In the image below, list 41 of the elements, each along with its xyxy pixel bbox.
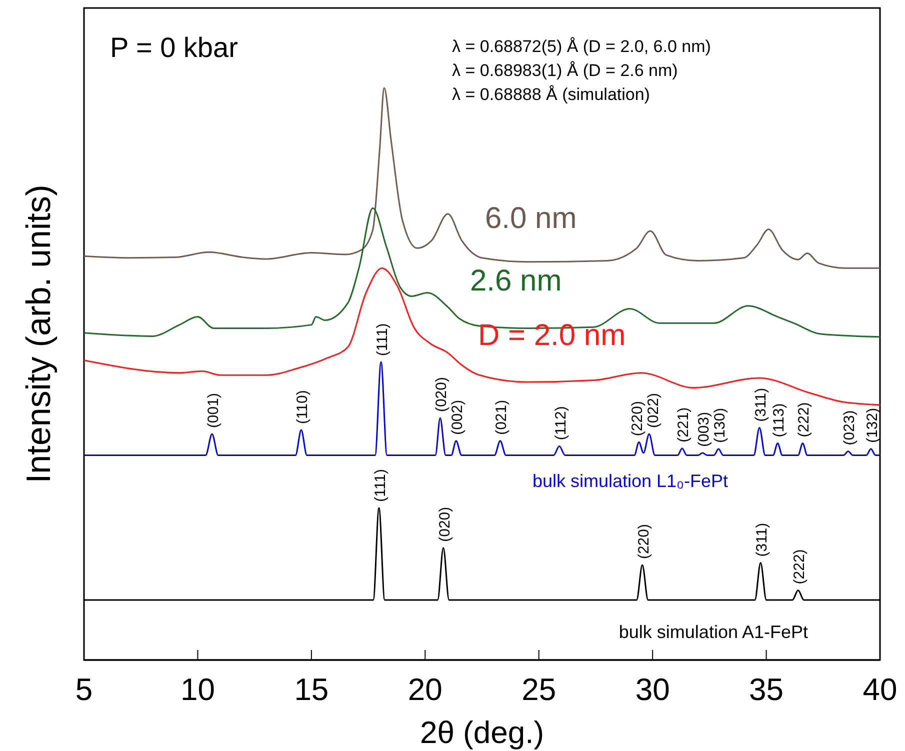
y-axis-title: Intensity (arb. units) [20, 184, 58, 484]
annotation: λ = 0.68888 Å (simulation) [452, 85, 650, 104]
text: P = 0 kbar [110, 32, 238, 63]
annotation: (221) [675, 407, 692, 442]
annotation: (220) [629, 401, 646, 436]
text: λ = 0.68983(1) Å (D = 2.6 nm) [452, 61, 678, 80]
annotation: (023) [841, 410, 858, 446]
annotation: (222) [796, 402, 813, 438]
x-tick-label: 30 [635, 672, 670, 708]
annotation: (113) [770, 403, 788, 438]
annotation: (220) [635, 524, 652, 560]
x-tick-label: 5 [75, 672, 93, 708]
annotation: (022) [645, 393, 662, 428]
annotation: (311) [752, 388, 770, 422]
x-tick-label: 40 [862, 672, 898, 708]
series-label: bulk simulation A1-FePt [618, 622, 808, 642]
text: λ = 0.68872(5) Å (D = 2.0, 6.0 nm) [452, 37, 711, 56]
annotation: (112) [552, 406, 570, 440]
annotation: (020) [433, 377, 450, 412]
annotation: (021) [493, 400, 510, 435]
series-label: 2.6 nm [470, 264, 562, 298]
annotation: (222) [791, 549, 808, 584]
annotation: (130) [712, 408, 729, 443]
annotation: (110) [294, 390, 312, 424]
series-label: bulk simulation L1₀-FePt [532, 471, 728, 492]
annotation: (311) [754, 522, 771, 557]
annotation: (020) [436, 506, 454, 542]
series-label: 6.0 nm [485, 202, 577, 235]
annotation: (001) [205, 393, 222, 428]
x-tick-label: 25 [522, 672, 556, 708]
series-label: D = 2.0 nm [478, 318, 626, 352]
annotation: (003) [696, 412, 713, 447]
annotation: (132) [864, 408, 881, 443]
annotation: (111) [372, 469, 389, 502]
x-tick-label: 10 [180, 672, 215, 708]
annotation: (002) [449, 400, 466, 435]
annotation: (111) [374, 323, 392, 356]
x-tick-label: 15 [294, 672, 329, 708]
x-tick-label: 20 [408, 672, 442, 708]
x-axis-title: 2θ (deg.) [420, 715, 544, 750]
x-tick-label: 35 [749, 672, 784, 708]
